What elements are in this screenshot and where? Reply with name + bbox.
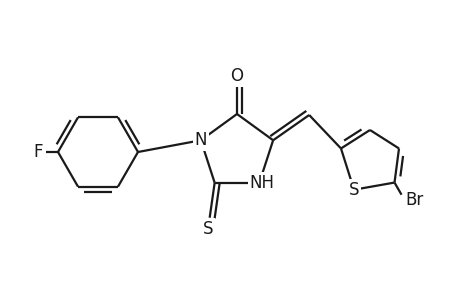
Text: F: F bbox=[33, 143, 43, 161]
Text: NH: NH bbox=[249, 174, 274, 192]
Text: N: N bbox=[194, 131, 207, 149]
Text: S: S bbox=[202, 220, 213, 238]
Text: O: O bbox=[230, 67, 243, 85]
Text: S: S bbox=[348, 181, 358, 199]
Text: Br: Br bbox=[404, 191, 423, 209]
